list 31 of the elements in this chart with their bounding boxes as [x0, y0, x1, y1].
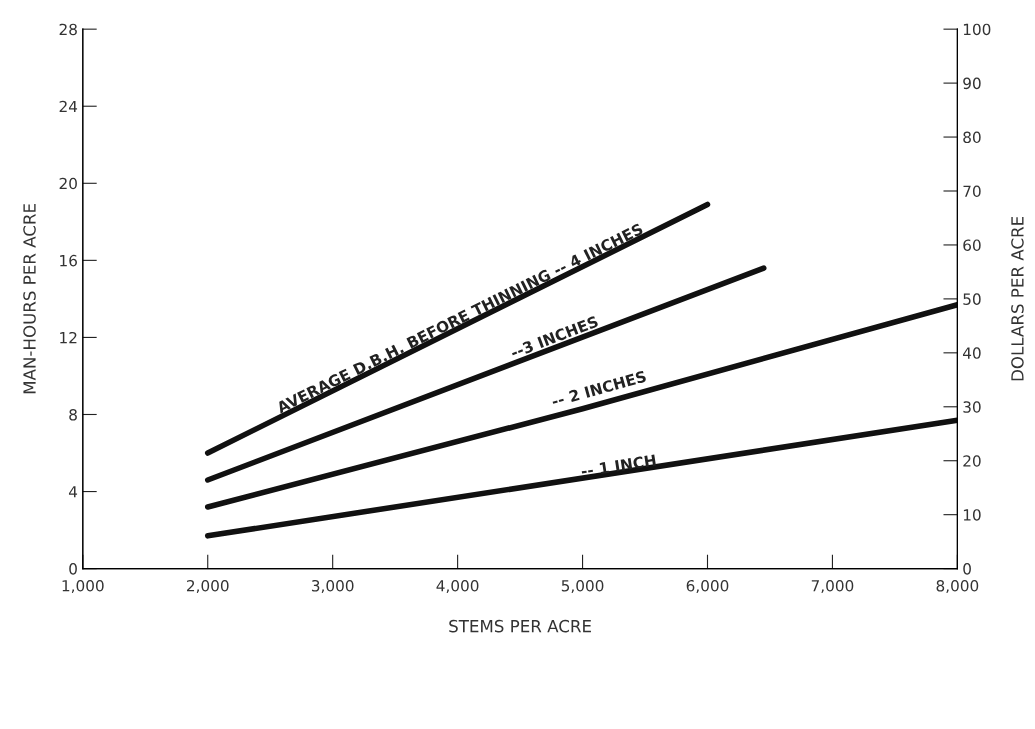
y-tick-label: 0: [69, 563, 77, 575]
y-tick-label: 24: [59, 100, 78, 113]
y2-tick-label: 50: [963, 293, 981, 305]
x-tick-label: 6,000: [686, 580, 729, 594]
y2-tick-label: 20: [963, 455, 981, 467]
y2-tick-label: 0: [963, 563, 971, 575]
y2-tick-label: 70: [963, 185, 981, 198]
annotation: -- 1 INCH: [580, 454, 656, 477]
x-tick-label: 3,000: [311, 580, 354, 594]
x-tick-label: 7,000: [811, 580, 854, 594]
y2-tick-label: 10: [963, 509, 981, 521]
x-tick-label: 4,000: [436, 580, 479, 594]
y-tick-label: 16: [60, 254, 77, 267]
y-axis-title: MAN-HOURS PER ACRE: [23, 204, 36, 394]
y-tick-label: 28: [59, 23, 77, 36]
x-tick-label: 2,000: [186, 580, 229, 594]
y2-tick-label: 100: [963, 23, 991, 36]
y2-tick-label: 40: [962, 347, 981, 359]
x-axis-title: STEMS PER ACRE: [449, 619, 591, 633]
x-tick-label: 5,000: [561, 580, 604, 594]
y-tick-label: 8: [69, 408, 77, 421]
x-tick-label: 8,000: [936, 580, 979, 594]
y-tick-label: 12: [60, 331, 77, 344]
y2-tick-label: 90: [963, 77, 981, 90]
y-tick-label: 20: [59, 177, 77, 190]
y2-tick-label: 80: [963, 131, 981, 144]
x-tick-label: 1,000: [62, 580, 104, 594]
y2-tick-label: 30: [963, 401, 981, 413]
y2-axis-title: DOLLARS PER ACRE: [1011, 216, 1024, 381]
y-tick-label: 4: [68, 486, 78, 498]
y2-tick-label: 60: [963, 239, 981, 251]
